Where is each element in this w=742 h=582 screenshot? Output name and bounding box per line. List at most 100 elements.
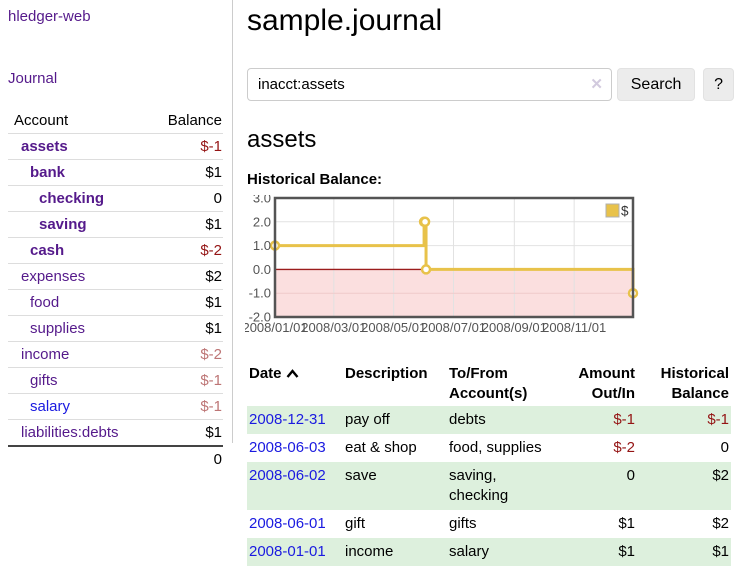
transaction-balance: $2 bbox=[712, 515, 729, 532]
accounts-table-body: assets $-1 bank $1 checking 0 saving $1 cash $-2 e… bbox=[8, 134, 223, 446]
account-balance: 0 bbox=[150, 185, 223, 212]
transaction-accounts: gifts bbox=[449, 515, 477, 532]
svg-text:2008/05/01: 2008/05/01 bbox=[361, 320, 426, 335]
register-header-description: Description bbox=[345, 365, 428, 382]
account-balance: $1 bbox=[150, 419, 223, 446]
account-link-checking[interactable]: checking bbox=[39, 190, 105, 207]
accounts-header-balance: Balance bbox=[150, 108, 223, 134]
transaction-accounts: debts bbox=[449, 411, 486, 428]
transaction-description: save bbox=[345, 467, 377, 484]
account-balance: $-2 bbox=[150, 237, 223, 264]
account-balance: $-1 bbox=[200, 138, 222, 155]
transaction-description: income bbox=[345, 543, 394, 560]
account-balance: $1 bbox=[150, 159, 223, 186]
account-link-bank[interactable]: bank bbox=[30, 164, 66, 181]
accounts-table: Account Balance assets $-1 bank $1 checking 0… bbox=[8, 108, 223, 472]
transaction-accounts: saving, checking bbox=[449, 467, 509, 504]
transaction-date-link[interactable]: 2008-06-03 bbox=[249, 439, 326, 456]
account-link-salary[interactable]: salary bbox=[30, 398, 71, 415]
search-button[interactable]: Search bbox=[617, 68, 696, 101]
account-link-saving[interactable]: saving bbox=[39, 216, 87, 233]
svg-text:3.0: 3.0 bbox=[253, 195, 271, 206]
account-row: cash $-2 bbox=[8, 237, 223, 264]
search-input[interactable] bbox=[247, 68, 612, 101]
sidebar-nav: Journal bbox=[8, 70, 224, 87]
transaction-balance: 0 bbox=[720, 439, 729, 456]
transaction-amount: 0 bbox=[626, 467, 635, 484]
main-panel: sample.journal ✕ Search ? assets Histori… bbox=[233, 0, 742, 566]
accounts-header-account: Account bbox=[8, 108, 151, 134]
page-title: sample.journal bbox=[247, 4, 443, 37]
register-table: Date Description To/From Account(s) Amou… bbox=[247, 362, 731, 566]
account-row: liabilities:debts $1 bbox=[8, 419, 223, 446]
svg-text:-2.0: -2.0 bbox=[249, 310, 271, 325]
register-table-body: 2008-12-31 pay off debts $-1 $-1 2008-06-03 ea… bbox=[247, 406, 731, 566]
register-header-date[interactable]: Date bbox=[247, 362, 343, 406]
accounts-total-row: 0 bbox=[8, 445, 223, 472]
svg-text:2008/07/01: 2008/07/01 bbox=[421, 320, 486, 335]
svg-text:2008/11/01: 2008/11/01 bbox=[542, 320, 606, 335]
transaction-amount: $1 bbox=[618, 543, 635, 560]
svg-text:$: $ bbox=[621, 204, 629, 219]
register-row: 2008-06-03 eat & shop food, supplies $-2 0 bbox=[247, 434, 731, 462]
account-link-expenses[interactable]: expenses bbox=[21, 268, 86, 285]
transaction-balance: $1 bbox=[712, 543, 729, 560]
svg-text:2008/03/01: 2008/03/01 bbox=[301, 320, 366, 335]
account-row: income $-2 bbox=[8, 341, 223, 368]
account-balance: $1 bbox=[150, 315, 223, 342]
svg-text:0.0: 0.0 bbox=[253, 262, 271, 277]
transaction-date-link[interactable]: 2008-06-01 bbox=[249, 515, 326, 532]
register-header-accounts: To/From Account(s) bbox=[449, 365, 528, 402]
transaction-accounts: food, supplies bbox=[449, 439, 542, 456]
register-row: 2008-12-31 pay off debts $-1 $-1 bbox=[247, 406, 731, 434]
clear-search-icon[interactable]: ✕ bbox=[590, 76, 603, 93]
accounts-total-value: 0 bbox=[8, 445, 223, 472]
account-heading: assets bbox=[247, 126, 317, 153]
account-row: food $1 bbox=[8, 289, 223, 316]
account-row: supplies $1 bbox=[8, 315, 223, 342]
transaction-date-link[interactable]: 2008-06-02 bbox=[249, 467, 326, 484]
chart-title: Historical Balance: bbox=[247, 171, 383, 188]
app-title-link[interactable]: hledger-web bbox=[8, 8, 91, 25]
svg-text:2008/01/01: 2008/01/01 bbox=[245, 320, 308, 335]
transaction-description: eat & shop bbox=[345, 439, 417, 456]
account-link-liabilities-debts[interactable]: liabilities:debts bbox=[21, 424, 119, 441]
account-link-income[interactable]: income bbox=[21, 346, 70, 363]
account-row: saving $1 bbox=[8, 211, 223, 238]
account-balance: $-1 bbox=[150, 367, 223, 394]
account-link-food[interactable]: food bbox=[30, 294, 60, 311]
account-row: bank $1 bbox=[8, 159, 223, 186]
chart-canvas: $3.0 2.0 1.0 0.0 -1.0 -2.02008/01/012008/03/0… bbox=[242, 191, 639, 335]
transaction-amount: $-1 bbox=[613, 411, 635, 428]
search-form: ✕ Search ? bbox=[247, 68, 734, 101]
account-link-gifts[interactable]: gifts bbox=[30, 372, 58, 389]
account-row: checking 0 bbox=[8, 185, 223, 212]
account-link-supplies[interactable]: supplies bbox=[30, 320, 86, 337]
help-button[interactable]: ? bbox=[703, 68, 734, 101]
register-header-amount: Amount Out/In bbox=[578, 365, 635, 402]
transaction-date-link[interactable]: 2008-01-01 bbox=[249, 543, 326, 560]
sort-ascending-icon bbox=[286, 365, 299, 385]
account-link-cash[interactable]: cash bbox=[30, 242, 65, 259]
transaction-balance: $-1 bbox=[707, 411, 729, 428]
accounts-header-row: Account Balance bbox=[8, 108, 223, 134]
register-header-row: Date Description To/From Account(s) Amou… bbox=[247, 362, 731, 406]
account-link-assets[interactable]: assets bbox=[21, 138, 68, 155]
svg-text:-1.0: -1.0 bbox=[249, 286, 271, 301]
transaction-description: pay off bbox=[345, 411, 390, 428]
account-balance: $1 bbox=[150, 211, 223, 238]
journal-link[interactable]: Journal bbox=[8, 70, 58, 87]
account-balance: $1 bbox=[150, 289, 223, 316]
register-row: 2008-06-01 gift gifts $1 $2 bbox=[247, 510, 731, 538]
transaction-date-link[interactable]: 2008-12-31 bbox=[249, 411, 326, 428]
register-row: 2008-01-01 income salary $1 $1 bbox=[247, 538, 731, 566]
transaction-amount: $-2 bbox=[613, 439, 635, 456]
transaction-balance: $2 bbox=[712, 467, 729, 484]
account-row: salary $-1 bbox=[8, 393, 223, 420]
sidebar: hledger-web Journal Account Balance asse… bbox=[0, 0, 233, 472]
account-row: assets $-1 bbox=[8, 134, 223, 160]
app-title: hledger-web bbox=[8, 8, 224, 25]
svg-text:2008/09/01: 2008/09/01 bbox=[482, 320, 547, 335]
transaction-accounts: salary bbox=[449, 543, 490, 560]
account-row: expenses $2 bbox=[8, 263, 223, 290]
